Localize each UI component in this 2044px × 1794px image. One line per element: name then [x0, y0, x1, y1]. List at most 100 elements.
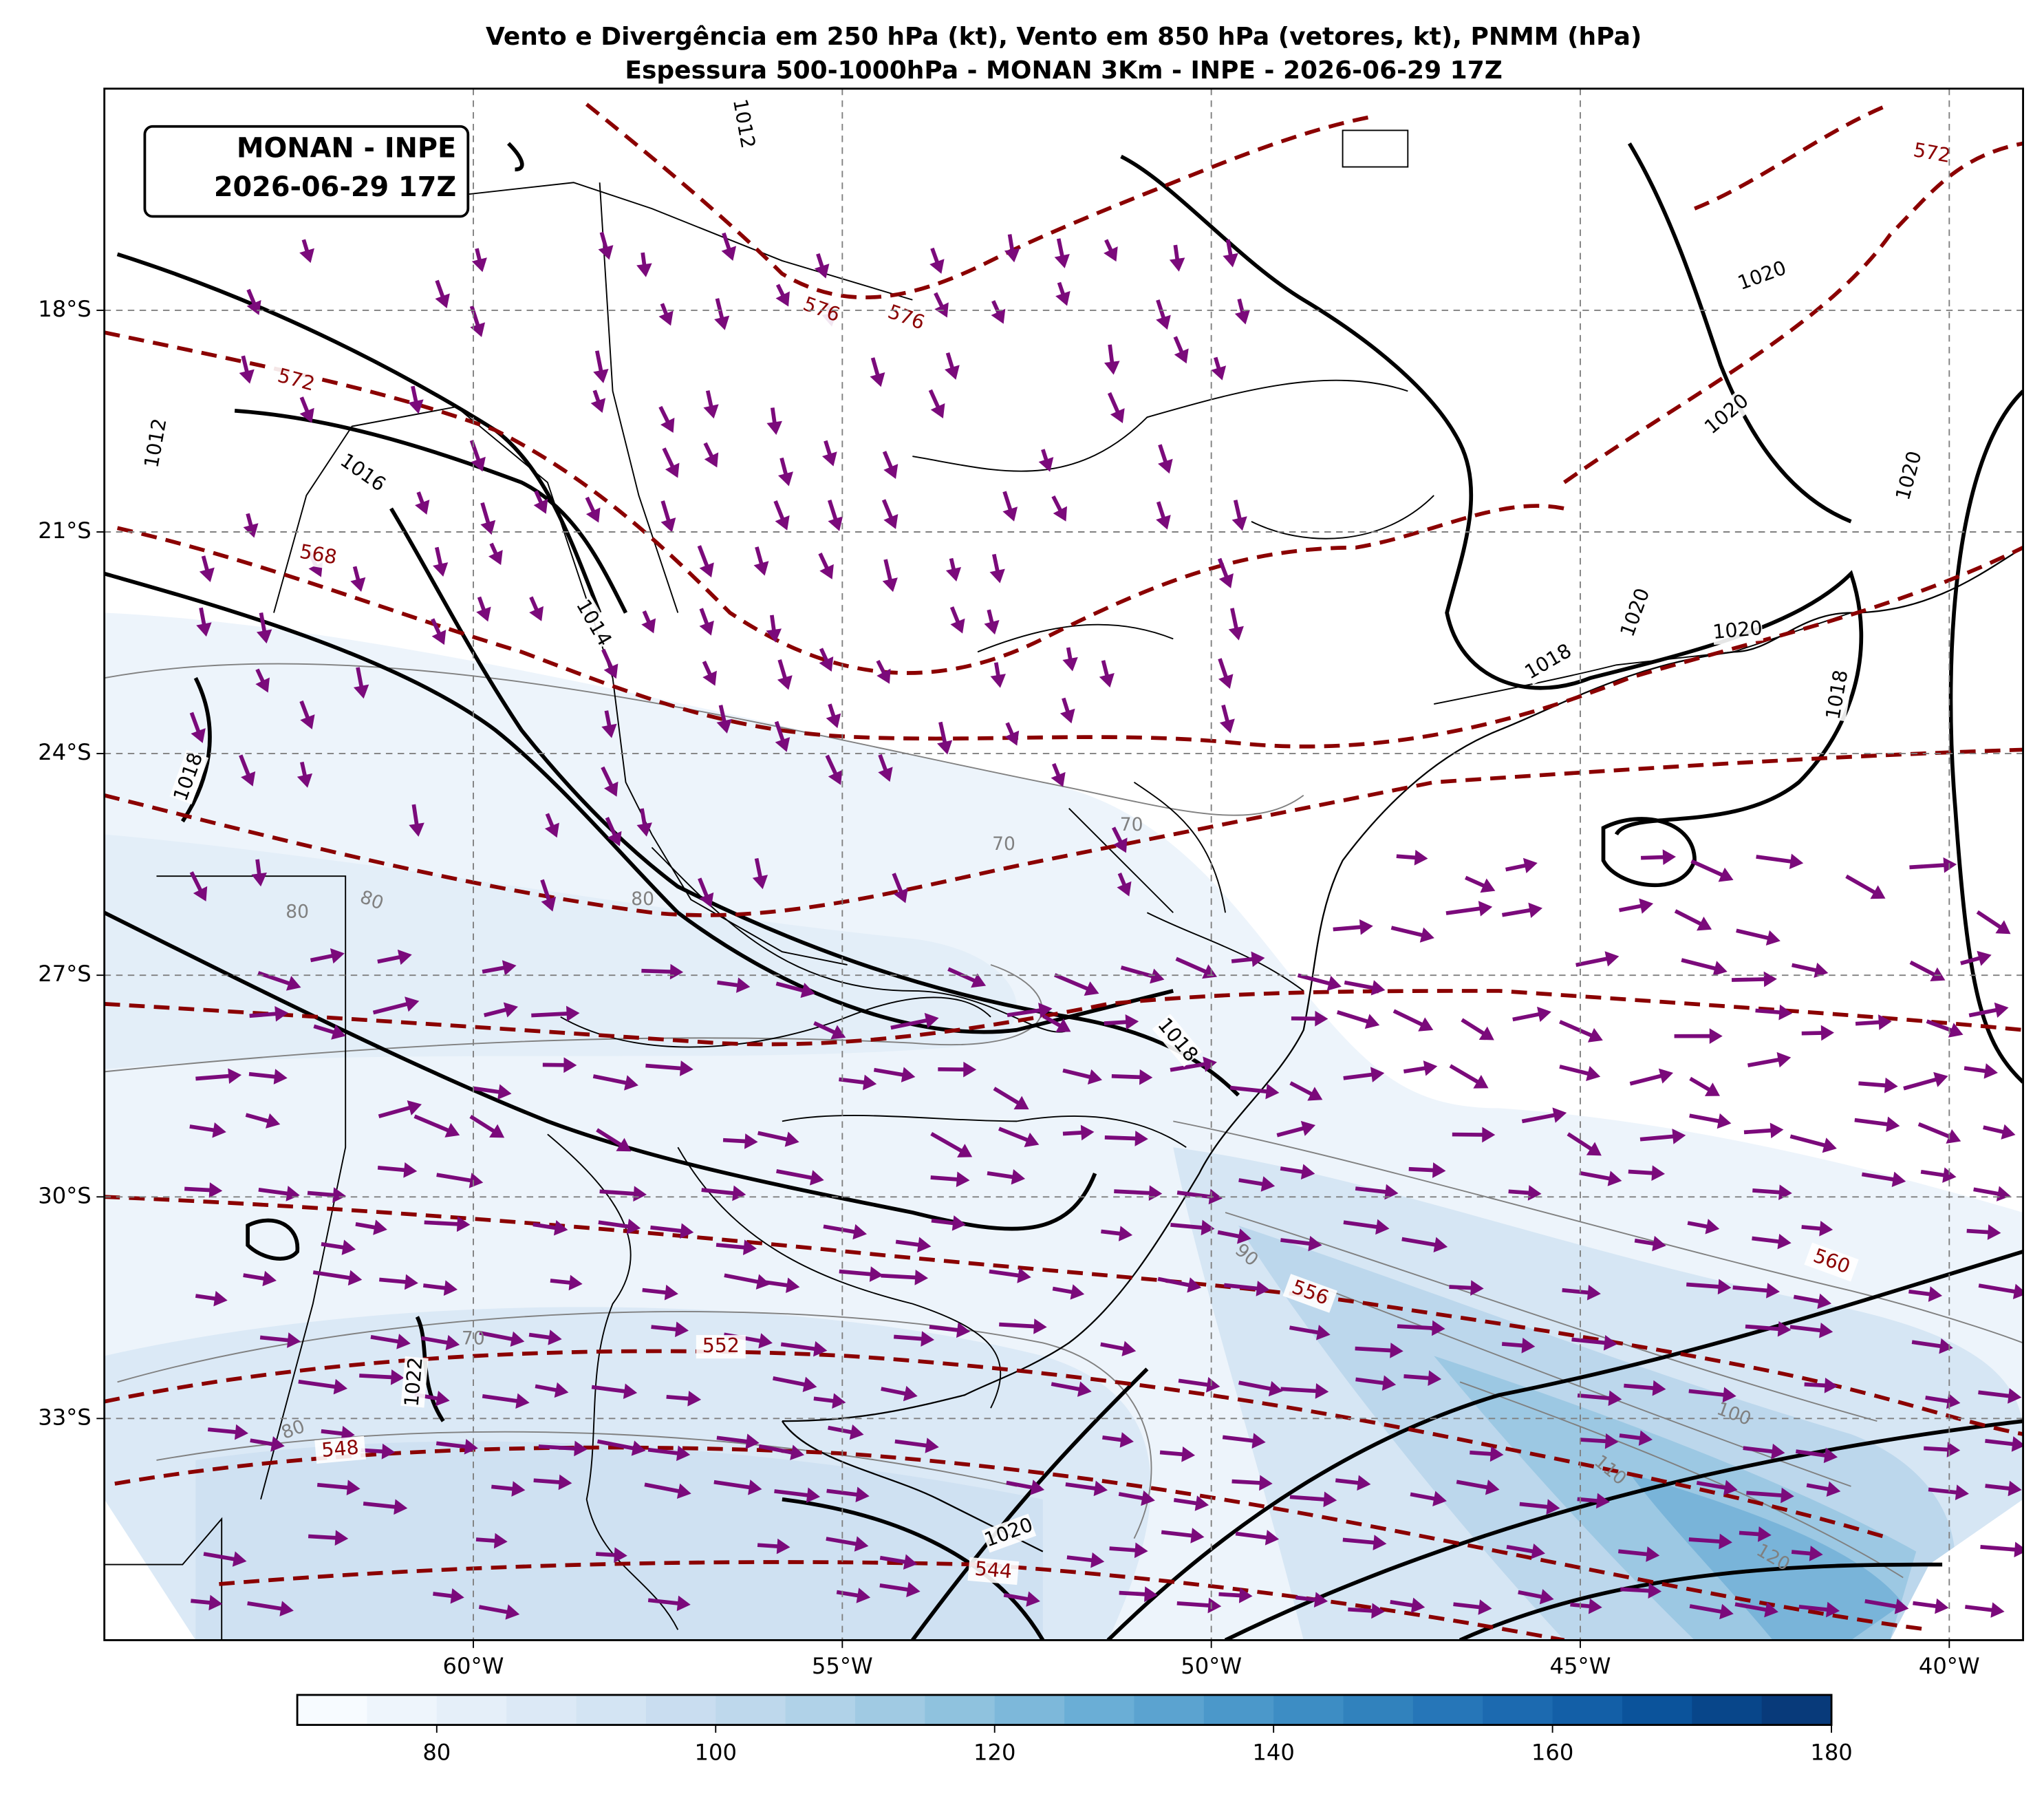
wind-vector-head [1820, 1025, 1834, 1041]
wind-vector-head [714, 315, 730, 330]
wind-vector-head [331, 1024, 346, 1040]
wind-vector-head [777, 471, 793, 487]
wind-vector-head [1370, 980, 1386, 996]
wind-vector-shaft [644, 1482, 685, 1495]
wind-vector-head [397, 949, 412, 965]
colorbar-frame [296, 1694, 1833, 1727]
wind-vector-head [1084, 981, 1099, 996]
wind-vector-head [699, 562, 714, 578]
wind-vector-head [1478, 1599, 1492, 1615]
wind-vector-head [744, 1133, 758, 1149]
wind-vector-shaft [531, 1011, 572, 1018]
wind-vector-head [1995, 920, 2011, 935]
wind-vector-shaft [1732, 1285, 1772, 1293]
wind-vector-head [819, 656, 834, 672]
wind-vector-head [471, 257, 487, 273]
colorbar-swatch [367, 1695, 438, 1725]
colorbar-tick-label: 100 [695, 1739, 737, 1765]
colorbar-swatch [1203, 1695, 1275, 1725]
wind-vectors [184, 231, 2023, 1620]
wind-vector-head [1823, 1447, 1838, 1464]
wind-vector-head [1765, 930, 1781, 946]
wind-vector-head [471, 456, 486, 472]
wind-vector-head [1181, 1446, 1196, 1462]
wind-vector-head [1251, 1433, 1266, 1449]
wind-vector-shaft [312, 1270, 355, 1281]
wind-vector-head [1118, 1226, 1133, 1241]
wind-vector-shaft [1696, 1480, 1730, 1491]
wind-vector-head [212, 1122, 226, 1138]
wind-vector-head [1316, 1325, 1331, 1341]
wind-vector-head [598, 245, 614, 260]
wind-vector-head [716, 718, 732, 734]
wind-vector-shaft [1521, 1112, 1560, 1124]
wind-vector-head [945, 365, 960, 380]
wind-vector-head [1987, 1224, 2001, 1240]
wind-vector-shaft [1289, 1495, 1330, 1502]
wind-vector-head [893, 888, 908, 904]
wind-vector-head [431, 630, 447, 645]
wind-vector-head [1381, 1375, 1397, 1391]
wind-vector-shaft [1276, 1125, 1309, 1138]
speed-label: 70 [992, 833, 1015, 855]
wind-vector-head [1646, 1546, 1660, 1562]
wind-vector-head [1119, 1432, 1134, 1448]
wind-vector-head [1523, 857, 1538, 874]
wind-vector-shaft [363, 1502, 400, 1510]
wind-vector-head [616, 1138, 632, 1152]
wind-vector-head [435, 1391, 450, 1407]
wind-vector-shaft [1344, 980, 1378, 991]
wind-vector-head [883, 513, 899, 529]
info-label: MONAN - INPE [237, 132, 456, 164]
wind-vector-head [1211, 365, 1227, 381]
wind-vector-head [554, 1382, 569, 1398]
wind-vector-head [1038, 1003, 1053, 1018]
wind-vector-shaft [775, 981, 808, 994]
wind-vector-shaft [873, 1067, 908, 1078]
wind-vector-head [435, 293, 450, 309]
wind-vector-head [1134, 1131, 1148, 1146]
wind-vector-head [265, 1113, 281, 1129]
wind-vector-head [286, 1186, 300, 1202]
wind-vector-shaft [645, 1063, 686, 1071]
wind-vector-head [1777, 1233, 1792, 1250]
wind-vector-head [476, 606, 491, 622]
wind-vector-head [394, 1499, 408, 1515]
wind-vector-shaft [1280, 1387, 1322, 1393]
wind-vector-head [1489, 1446, 1504, 1462]
wind-vector-head [1390, 1343, 1403, 1358]
wind-vector-head [828, 516, 843, 531]
wind-vector-head [232, 1551, 247, 1567]
thickness-label: 576 [885, 300, 927, 334]
wind-vector-head [660, 517, 676, 533]
wind-vector-head [1228, 626, 1244, 641]
wind-vector-head [273, 1069, 288, 1085]
wind-vector-head [1004, 248, 1020, 263]
wind-vector-head [660, 417, 675, 433]
colorbar-swatch [1552, 1695, 1623, 1725]
wind-vector-shaft [757, 1131, 793, 1142]
wind-vector-shaft [724, 1273, 763, 1285]
wind-vector-shaft [1567, 1132, 1596, 1153]
wind-vector-shaft [1114, 1189, 1155, 1195]
wind-vector-head [548, 1330, 562, 1345]
wind-vector-head [1894, 1599, 1909, 1614]
wind-vector-head [752, 875, 768, 890]
wind-vector-shaft [1390, 926, 1428, 939]
isobar-label: 1020 [1712, 617, 1763, 643]
wind-vector-head [1144, 1586, 1158, 1603]
wind-vector-head [297, 773, 313, 788]
wind-vector-head [279, 1601, 294, 1616]
wind-vector-head [852, 1224, 867, 1240]
wind-vector-head [786, 1277, 800, 1293]
colorbar-swatch [854, 1695, 926, 1725]
wind-vector-head [566, 1005, 580, 1022]
wind-vector-shaft [479, 1331, 517, 1343]
wind-vector-shaft [1222, 1435, 1258, 1444]
wind-vector-head [821, 451, 837, 467]
wind-vector-head [544, 822, 559, 838]
colorbar-tick-label: 180 [1810, 1739, 1852, 1765]
wind-vector-head [1423, 1060, 1438, 1076]
wind-vector-head [1323, 1491, 1337, 1508]
